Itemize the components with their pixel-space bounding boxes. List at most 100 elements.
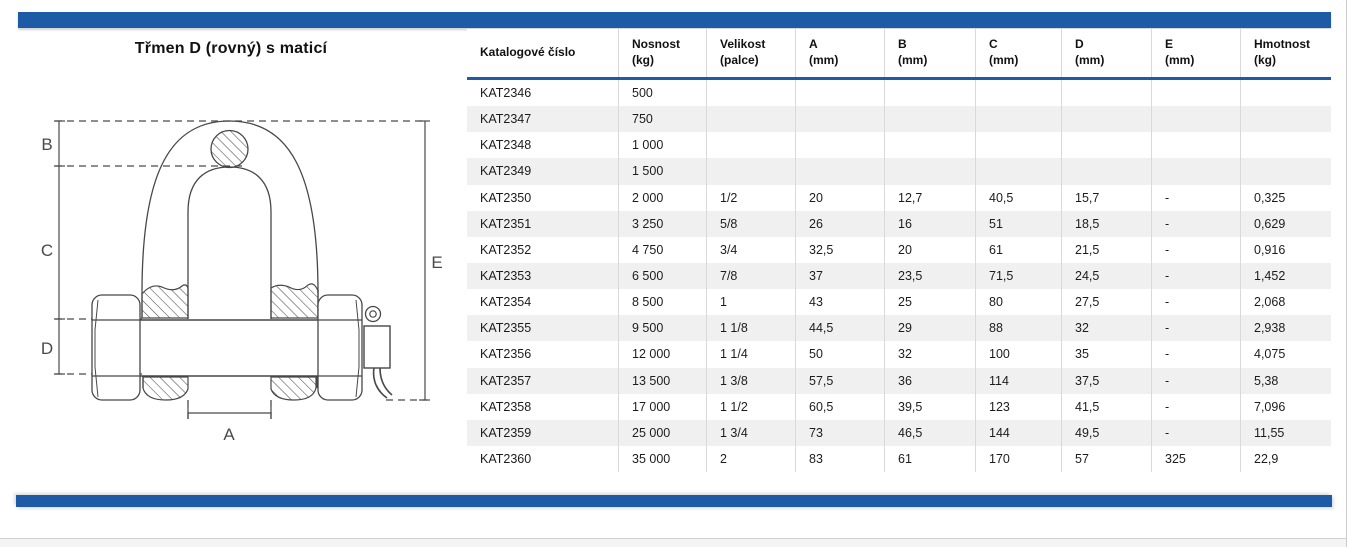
table-cell: 20: [795, 184, 884, 211]
table-cell: 51: [975, 210, 1061, 237]
table-row: KAT2347 750: [467, 106, 1331, 133]
table-cell: [975, 80, 1061, 107]
table-cell: 3/4: [706, 236, 795, 263]
table-row: KAT2355 9 500 1 1/8 44,5 29 88 32-2,938: [467, 315, 1331, 342]
table-cell: 61: [884, 445, 975, 473]
table-cell: 40,5: [975, 184, 1061, 211]
table-cell: 49,5: [1061, 419, 1151, 446]
table-cell: -: [1151, 289, 1240, 316]
table-row: KAT2351 3 250 5/8 26 16 51 18,5-0,629: [467, 210, 1331, 237]
table-cell: KAT2355: [480, 321, 532, 336]
table-cell: -: [1151, 236, 1240, 263]
table-cell: [795, 106, 884, 133]
nut: [317, 294, 363, 401]
table-cell: KAT2350: [480, 190, 532, 205]
table-cell: 44,5: [795, 315, 884, 342]
table-cell: KAT2359: [480, 425, 532, 440]
table-row: KAT2346 500: [467, 80, 1331, 107]
table-cell: 1,452: [1240, 262, 1331, 290]
table-cell: [795, 80, 884, 107]
table-cell: 144: [975, 419, 1061, 446]
table-cell: KAT2348: [480, 138, 532, 153]
table-cell: 46,5: [884, 419, 975, 446]
table-cell: -: [1151, 262, 1240, 290]
column-header-1: Nosnost (kg): [618, 29, 706, 77]
column-header-7: E (mm): [1151, 29, 1240, 77]
page-title: Třmen D (rovný) s maticí: [134, 40, 328, 57]
table-cell: [1240, 80, 1331, 107]
bottom-accent-bar: [16, 495, 1332, 507]
table-cell: [1061, 80, 1151, 107]
table-cell: 12,7: [884, 184, 975, 211]
table-cell: KAT2357: [480, 373, 532, 388]
table-cell: [975, 132, 1061, 159]
column-header-0: Katalogové číslo: [480, 45, 576, 60]
table-cell: 29: [884, 315, 975, 342]
table-cell: 15,7: [1061, 184, 1151, 211]
table-cell: [706, 158, 795, 185]
table-cell: 500: [618, 80, 706, 107]
column-header-5: C (mm): [975, 29, 1061, 77]
table-cell: 80: [975, 289, 1061, 316]
cotter-pin: [363, 305, 393, 399]
table-header-row: Katalogové číslo Nosnost (kg) Velikost (palc…: [467, 29, 1331, 80]
column-header-6: D (mm): [1061, 29, 1151, 77]
table-cell: 2,938: [1240, 315, 1331, 342]
shackle-eyes-hatched: [141, 283, 319, 401]
label-d: D: [41, 339, 53, 358]
table-cell: 1 500: [618, 158, 706, 185]
table-row: KAT2353 6 500 7/8 37 23,5 71,5 24,5-1,452: [467, 262, 1331, 290]
table-cell: 100: [975, 341, 1061, 368]
pin-cross-section-hatched-circle: [210, 129, 249, 169]
table-cell: [884, 132, 975, 159]
table-cell: 3 250: [618, 210, 706, 237]
table-cell: 2,068: [1240, 289, 1331, 316]
table-cell: 4,075: [1240, 341, 1331, 368]
table-cell: [884, 158, 975, 185]
table-row: KAT2349 1 500: [467, 158, 1331, 185]
table-cell: 5,38: [1240, 367, 1331, 394]
table-cell: [1151, 80, 1240, 107]
table-cell: -: [1151, 184, 1240, 211]
table-cell: [1240, 158, 1331, 185]
table-cell: 43: [795, 289, 884, 316]
table-cell: 7/8: [706, 262, 795, 290]
table-cell: 57: [1061, 445, 1151, 473]
table-cell: [706, 132, 795, 159]
table-row: KAT2358 17 000 1 1/2 60,5 39,5 123 41,5-7,096: [467, 393, 1331, 420]
table-cell: 25 000: [618, 419, 706, 446]
table-cell: -: [1151, 210, 1240, 237]
table-cell: [795, 158, 884, 185]
table-cell: [884, 80, 975, 107]
table-cell: [1061, 158, 1151, 185]
table-cell: [1240, 106, 1331, 133]
table-cell: KAT2356: [480, 347, 532, 362]
table-cell: 5/8: [706, 210, 795, 237]
table-row: KAT2357 13 500 1 3/8 57,5 36 114 37,5-5,38: [467, 367, 1331, 394]
table-cell: 21,5: [1061, 236, 1151, 263]
shackle-technical-drawing: B C D E A: [41, 120, 443, 444]
table-cell: -: [1151, 393, 1240, 420]
table-cell: 12 000: [618, 341, 706, 368]
table-cell: 22,9: [1240, 445, 1331, 473]
table-cell: 9 500: [618, 315, 706, 342]
table-cell: [1151, 158, 1240, 185]
table-cell: 0,916: [1240, 236, 1331, 263]
table-cell: 7,096: [1240, 393, 1331, 420]
column-header-4: B (mm): [884, 29, 975, 77]
table-cell: 57,5: [795, 367, 884, 394]
table-body: KAT2346 500 KAT2347 750 KAT2348 1 000 KAT2349 1…: [467, 80, 1331, 473]
table-cell: 60,5: [795, 393, 884, 420]
table-row: KAT2359 25 000 1 3/4 73 46,5 144 49,5-11,55: [467, 419, 1331, 446]
table-row: KAT2348 1 000: [467, 132, 1331, 159]
label-a: A: [223, 425, 235, 444]
table-cell: [1151, 106, 1240, 133]
table-row: KAT2360 35 000 2 83 61 170 57 325 22,9: [467, 445, 1331, 473]
table-cell: 4 750: [618, 236, 706, 263]
table-cell: [1061, 106, 1151, 133]
table-cell: [1061, 132, 1151, 159]
table-cell: 123: [975, 393, 1061, 420]
table-cell: KAT2354: [480, 295, 532, 310]
top-accent-bar: [18, 12, 1331, 28]
table-cell: 170: [975, 445, 1061, 473]
